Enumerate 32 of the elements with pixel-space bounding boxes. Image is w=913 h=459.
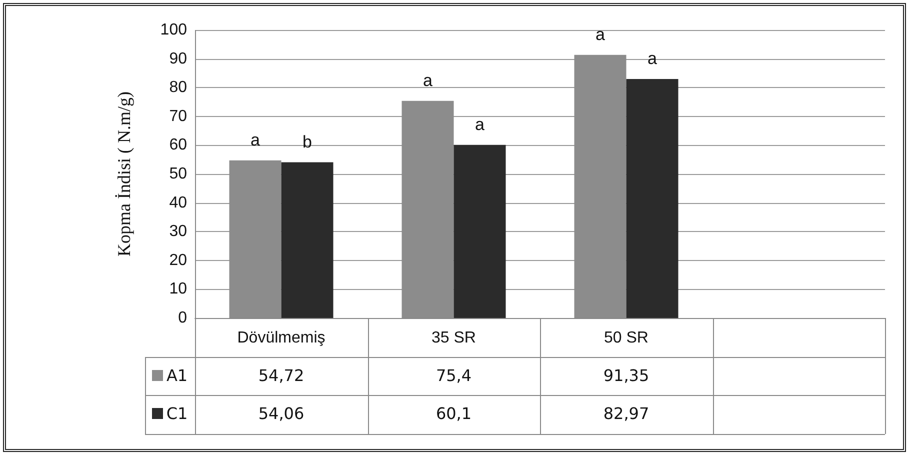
annotation: b [302, 132, 312, 152]
legend-label: A1 [165, 364, 189, 386]
x-tick-label: Dövülmemiş [237, 330, 326, 346]
bar [281, 162, 334, 318]
y-tick-label: 50 [169, 166, 188, 182]
data-label: 54,72 [257, 364, 306, 386]
data-label: 75,4 [434, 364, 473, 386]
y-tick-label: 60 [169, 136, 188, 154]
annotation: a [648, 49, 658, 68]
y-tick-label: 70 [169, 108, 188, 125]
annotation: a [250, 130, 261, 150]
y-tick-label: 10 [169, 280, 188, 298]
data-label: 60,1 [434, 403, 473, 425]
x-tick-label: 50 SR [604, 330, 648, 346]
data-label: 91,35 [602, 364, 650, 386]
y-tick-label: 20 [169, 252, 188, 269]
y-axis-title: Kopma İndisi ( N.m/g) [114, 92, 134, 256]
annotation: a [423, 70, 434, 90]
y-tick-label: 90 [169, 50, 188, 68]
legend-label: C1 [165, 403, 189, 425]
y-tick-label: 30 [169, 223, 188, 240]
y-tick-label: 100 [160, 22, 188, 38]
data-label: 82,97 [602, 403, 650, 425]
data-label: 54,06 [257, 403, 306, 425]
annotation: a [475, 114, 486, 134]
y-tick-label: 40 [169, 194, 188, 212]
bar [454, 144, 506, 318]
y-tick-label: 0 [178, 310, 188, 326]
bar [626, 79, 678, 318]
annotation: a [596, 24, 606, 44]
x-tick-label: 35 SR [432, 330, 476, 346]
y-tick-label: 80 [169, 79, 188, 96]
